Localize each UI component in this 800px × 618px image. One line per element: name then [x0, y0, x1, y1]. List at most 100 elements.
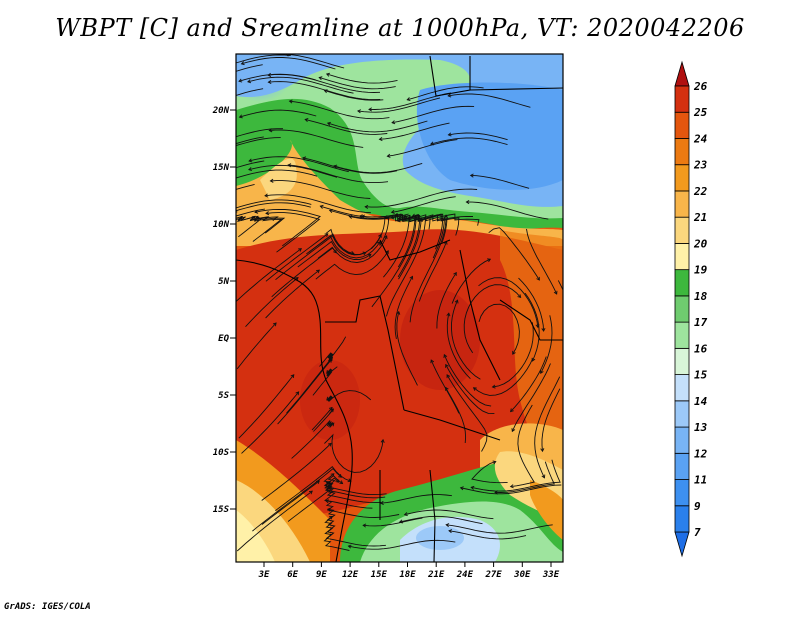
colorbar-label: 7: [694, 526, 701, 539]
streamline: [470, 174, 530, 189]
streamline-arrow: [430, 359, 435, 364]
streamline: [238, 374, 295, 439]
streamline: [471, 461, 508, 484]
lat-tick-label: 15N: [213, 163, 230, 173]
streamline: [478, 303, 520, 355]
streamline: [325, 500, 400, 518]
streamline-arrow: [386, 153, 391, 158]
streamline-arrow: [403, 512, 408, 517]
streamline-arrow: [391, 120, 396, 125]
streamline: [387, 139, 458, 157]
colorbar-label: 13: [694, 421, 708, 434]
streamline: [418, 241, 447, 302]
streamline: [510, 356, 547, 412]
streamline: [248, 156, 349, 173]
streamline-arrow: [443, 214, 449, 219]
streamline-arrow: [269, 178, 274, 183]
streamline: [451, 300, 481, 380]
streamline: [236, 202, 311, 212]
streamline: [327, 54, 329, 55]
streamline-arrow: [329, 515, 333, 520]
streamline: [494, 461, 555, 493]
streamline-arrow: [329, 355, 333, 360]
streamline: [252, 467, 342, 532]
streamline-arrow: [380, 438, 385, 443]
streamline: [236, 208, 265, 217]
streamline: [236, 160, 265, 169]
streamline-arrow: [348, 214, 353, 219]
streamline-arrow: [364, 204, 369, 209]
lon-tick-label: 6E: [287, 570, 298, 580]
streamline-arrow: [358, 214, 363, 219]
colorbar-label: 21: [693, 211, 707, 224]
streamline: [313, 408, 334, 432]
streamline-arrow: [326, 507, 331, 512]
streamline-arrow: [247, 79, 252, 84]
streamline: [236, 490, 313, 552]
streamline: [396, 311, 418, 386]
colorbar-swatch: [674, 190, 690, 218]
streamline: [540, 315, 553, 374]
streamline: [518, 277, 545, 332]
streamline: [265, 212, 321, 253]
streamline-arrow: [238, 114, 243, 119]
lat-tick-label: 15S: [213, 505, 230, 515]
streamline-arrow: [470, 485, 475, 490]
streamline-arrow: [327, 442, 332, 447]
colorbar-label: 25: [693, 106, 708, 119]
streamline: [236, 54, 291, 64]
streamline: [357, 97, 441, 113]
colorbar-label: 14: [694, 395, 708, 408]
streamline: [430, 137, 508, 146]
streamline: [526, 228, 558, 295]
streamline: [264, 194, 371, 214]
streamline: [265, 269, 320, 319]
streamline: [326, 390, 372, 402]
colorbar-label: 26: [693, 80, 708, 93]
streamline: [333, 162, 423, 174]
streamline: [391, 196, 456, 213]
colorbar-label: 19: [694, 264, 708, 277]
colorbar-swatch: [674, 374, 690, 402]
streamline: [379, 122, 450, 140]
colorbar-swatch: [674, 85, 690, 113]
streamline-arrow: [491, 384, 496, 389]
lat-tick-label: EQ: [218, 334, 229, 344]
streamline: [236, 137, 281, 147]
streamline: [383, 217, 410, 278]
streamline-arrow: [453, 271, 457, 276]
streamline-arrow: [362, 523, 367, 528]
streamline-arrow: [512, 350, 516, 355]
streamline-arrow: [409, 275, 414, 280]
streamline: [404, 509, 494, 520]
streamline-arrow: [396, 218, 401, 223]
streamline-arrow: [298, 248, 302, 252]
streamline: [277, 359, 332, 425]
streamline-arrow: [175, 79, 178, 82]
streamline-arrow: [267, 80, 272, 85]
streamline: [319, 352, 334, 367]
streamline: [471, 459, 561, 492]
streamline-arrow: [265, 211, 270, 216]
streamline: [326, 366, 338, 375]
streamline: [311, 407, 333, 431]
streamline-arrow: [469, 173, 474, 178]
streamline: [430, 359, 460, 414]
streamline: [236, 322, 277, 370]
streamline: [236, 248, 302, 302]
lon-tick-label: 18E: [399, 570, 416, 580]
streamline: [308, 233, 355, 255]
streamline: [236, 199, 312, 209]
streamline: [466, 201, 549, 220]
borders: [236, 55, 563, 562]
colorbar-swatch: [674, 111, 690, 139]
streamline: [269, 129, 364, 148]
streamline: [302, 157, 397, 174]
streamline-arrow: [540, 448, 545, 453]
streamline-arrow: [510, 408, 514, 413]
streamline-arrow: [397, 215, 402, 220]
colorbar-swatch: [674, 138, 690, 166]
plot-frame: [235, 53, 564, 563]
streamline-arrow: [403, 214, 408, 219]
